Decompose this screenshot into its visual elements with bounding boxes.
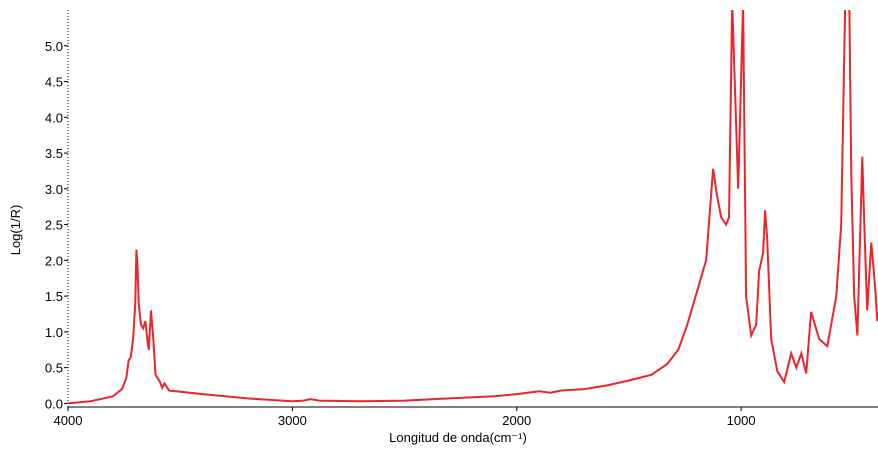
y-tick-label: 2.0 <box>45 253 63 268</box>
x-tick-label: 4000 <box>54 413 83 428</box>
y-tick-label: 2.5 <box>45 218 63 233</box>
y-tick-label: 1.5 <box>45 289 63 304</box>
x-tick-label: 1000 <box>727 413 756 428</box>
y-tick-label: 4.5 <box>45 75 63 90</box>
spectrum-line <box>68 10 878 405</box>
x-tick-label: 3000 <box>278 413 307 428</box>
y-tick-label: 3.5 <box>45 146 63 161</box>
y-tick-label: 1.0 <box>45 325 63 340</box>
y-tick-label: 5.0 <box>45 39 63 54</box>
x-tick-label: 2000 <box>502 413 531 428</box>
x-axis-label: Longitud de onda(cm⁻¹) <box>389 430 527 445</box>
y-tick-label: 0.0 <box>45 396 63 411</box>
y-axis-label: Log(1/R) <box>8 205 23 256</box>
y-tick-label: 4.0 <box>45 110 63 125</box>
y-tick-label: 3.0 <box>45 182 63 197</box>
y-tick-label: 0.5 <box>45 361 63 376</box>
